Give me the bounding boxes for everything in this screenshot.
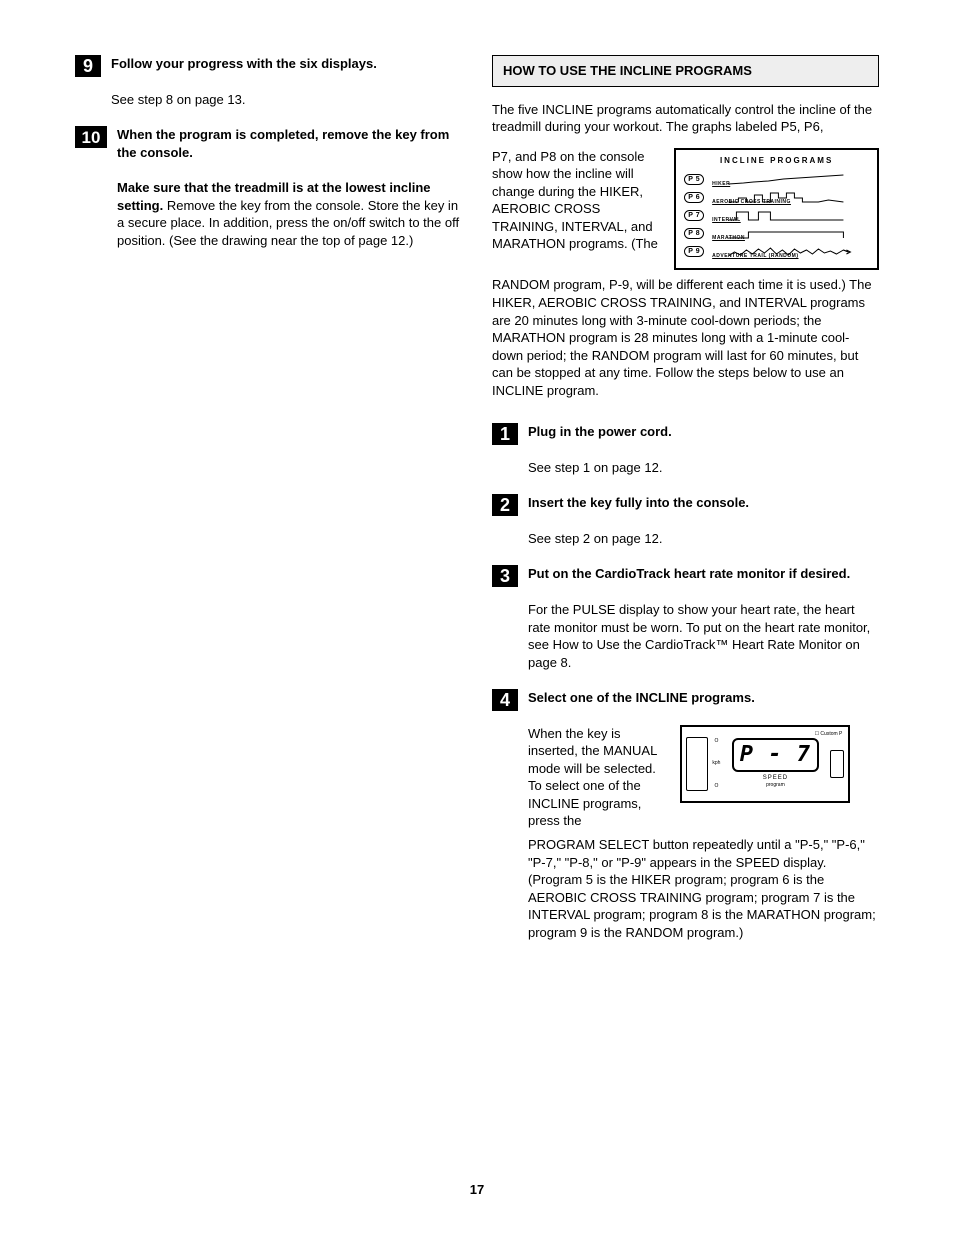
step-4: 4 Select one of the INCLINE programs. <box>492 689 879 717</box>
badge-p7: P 7 <box>684 210 704 221</box>
incline-programs-header: HOW TO USE THE INCLINE PROGRAMS <box>492 55 879 87</box>
panel-title: INCLINE PROGRAMS <box>684 156 869 167</box>
step-number-2: 2 <box>492 494 518 516</box>
step-1-title: Plug in the power cord. <box>528 423 879 441</box>
panel-row-p9: P 9 ADVENTURE TRAIL (RANDOM) <box>684 244 869 258</box>
step-9-title: Follow your progress with the six displa… <box>111 55 462 73</box>
badge-p6: P 6 <box>684 192 704 203</box>
intro-rest: RANDOM program, P-9, will be different e… <box>492 276 879 399</box>
panel-row-p7: P 7 INTERVAL <box>684 208 869 222</box>
badge-p5: P 5 <box>684 174 704 185</box>
intro-pre: The five INCLINE programs automatically … <box>492 101 879 136</box>
step-4-title: Select one of the INCLINE programs. <box>528 689 879 707</box>
step-3-body: For the PULSE display to show your heart… <box>528 601 879 671</box>
step-3: 3 Put on the CardioTrack heart rate moni… <box>492 565 879 593</box>
side-mark-top: O <box>714 738 718 745</box>
intro-wrap-text: P7, and P8 on the console show how the i… <box>492 148 662 253</box>
step-1: 1 Plug in the power cord. <box>492 423 879 451</box>
side-mark-bot: O <box>714 783 718 790</box>
speed-display-panel: ☐ Custom P O kph O P - 7 SPEED program <box>680 725 850 803</box>
step-10-lead-rest: Remove the key from the console. Store t… <box>117 198 459 248</box>
label-hiker: HIKER <box>712 181 730 188</box>
badge-p8: P 8 <box>684 228 704 239</box>
display-label-program: program <box>766 782 785 789</box>
step-4-wrap-text: When the key is inserted, the MANUAL mod… <box>528 725 668 830</box>
step-9-body: See step 8 on page 13. <box>111 91 462 109</box>
step-number-10: 10 <box>75 126 107 148</box>
panel-row-p6: P 6 AEROBIC CROSS TRAINING <box>684 190 869 204</box>
display-corner-label: ☐ Custom P <box>815 731 843 738</box>
step-10-body: Make sure that the treadmill is at the l… <box>117 179 462 249</box>
incline-programs-header-label: HOW TO USE THE INCLINE PROGRAMS <box>503 63 752 78</box>
page-number: 17 <box>0 1181 954 1199</box>
step-3-title: Put on the CardioTrack heart rate monito… <box>528 565 879 583</box>
display-lcd-left <box>686 737 708 791</box>
left-column: 9 Follow your progress with the six disp… <box>75 55 462 959</box>
badge-p9: P 9 <box>684 246 704 257</box>
step-2: 2 Insert the key fully into the console. <box>492 494 879 522</box>
seven-segment-display: P - 7 <box>732 738 819 772</box>
step-10: 10 When the program is completed, remove… <box>75 126 462 171</box>
step-10-title: When the program is completed, remove th… <box>117 126 462 161</box>
step-number-4: 4 <box>492 689 518 711</box>
step-1-body: See step 1 on page 12. <box>528 459 879 477</box>
step-9: 9 Follow your progress with the six disp… <box>75 55 462 83</box>
step-2-title: Insert the key fully into the console. <box>528 494 879 512</box>
panel-row-p5: P 5 HIKER <box>684 172 869 186</box>
step-number-9: 9 <box>75 55 101 77</box>
label-aerobic: AEROBIC CROSS TRAINING <box>712 199 791 206</box>
right-column: HOW TO USE THE INCLINE PROGRAMS The five… <box>492 55 879 959</box>
step-4-content: When the key is inserted, the MANUAL mod… <box>528 725 879 942</box>
step-number-3: 3 <box>492 565 518 587</box>
label-interval: INTERVAL <box>712 217 741 224</box>
step-number-1: 1 <box>492 423 518 445</box>
label-marathon: MARATHON <box>712 235 745 242</box>
display-label-speed: SPEED <box>763 774 788 782</box>
step-4-rest: PROGRAM SELECT button repeatedly until a… <box>528 836 879 941</box>
side-mark-kph: kph <box>712 760 720 767</box>
label-random: ADVENTURE TRAIL (RANDOM) <box>712 253 798 260</box>
intro-paragraph: The five INCLINE programs automatically … <box>492 101 879 400</box>
step-2-body: See step 2 on page 12. <box>528 530 879 548</box>
panel-row-p8: P 8 MARATHON <box>684 226 869 240</box>
incline-programs-panel: INCLINE PROGRAMS P 5 HIKER P 6 AEROBIC C… <box>674 148 879 271</box>
display-button-right <box>830 750 844 778</box>
